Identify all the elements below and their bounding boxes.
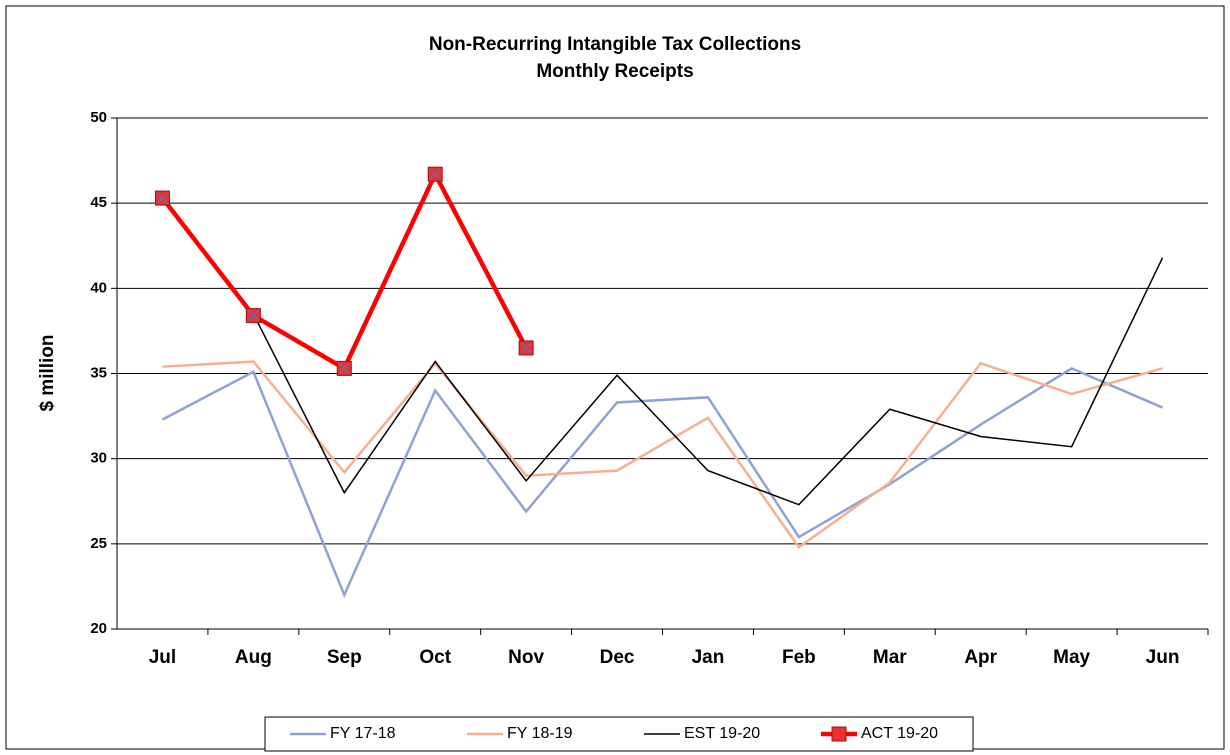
series-line xyxy=(162,360,1163,549)
x-tick-label: Dec xyxy=(600,647,635,668)
y-tick-label: 35 xyxy=(90,364,107,381)
y-axis-label: $ million xyxy=(37,334,58,411)
marker xyxy=(427,166,443,182)
x-tick-label: Apr xyxy=(964,647,997,668)
x-tick-label: Nov xyxy=(508,647,544,668)
marker-cross xyxy=(338,362,350,374)
x-tick-label: Jun xyxy=(1146,647,1180,668)
marker xyxy=(336,360,352,376)
marker xyxy=(245,308,261,324)
legend-marker xyxy=(831,726,847,742)
chart-subtitle: Monthly Receipts xyxy=(536,61,693,82)
legend-label: EST 19-20 xyxy=(684,725,760,742)
marker xyxy=(518,340,534,356)
x-tick-label: Feb xyxy=(782,647,816,668)
x-tick-label: Aug xyxy=(235,647,272,668)
legend-label: ACT 19-20 xyxy=(861,725,938,742)
x-tick-label: Oct xyxy=(419,647,451,668)
x-tick-label: Sep xyxy=(327,647,362,668)
series-line xyxy=(161,366,1164,599)
chart-title: Non-Recurring Intangible Tax Collections xyxy=(429,34,801,55)
marker xyxy=(154,190,170,206)
x-tick-label: Jan xyxy=(692,647,725,668)
marker-cross xyxy=(247,310,259,322)
y-tick-label: 20 xyxy=(90,620,107,637)
legend-label: FY 17-18 xyxy=(330,725,396,742)
x-tick-label: Mar xyxy=(873,647,907,668)
y-tick-label: 50 xyxy=(90,109,107,126)
y-tick-label: 30 xyxy=(90,450,107,467)
marker-cross xyxy=(157,192,168,204)
y-tick-label: 25 xyxy=(90,535,107,552)
marker-cross xyxy=(520,342,532,354)
legend-label: FY 18-19 xyxy=(507,725,573,742)
y-tick-label: 40 xyxy=(90,279,107,296)
series-line xyxy=(252,257,1164,506)
x-tick-label: Jul xyxy=(149,647,176,668)
marker-cross xyxy=(429,168,441,180)
y-tick-label: 45 xyxy=(90,194,107,211)
x-tick-label: May xyxy=(1053,647,1090,668)
